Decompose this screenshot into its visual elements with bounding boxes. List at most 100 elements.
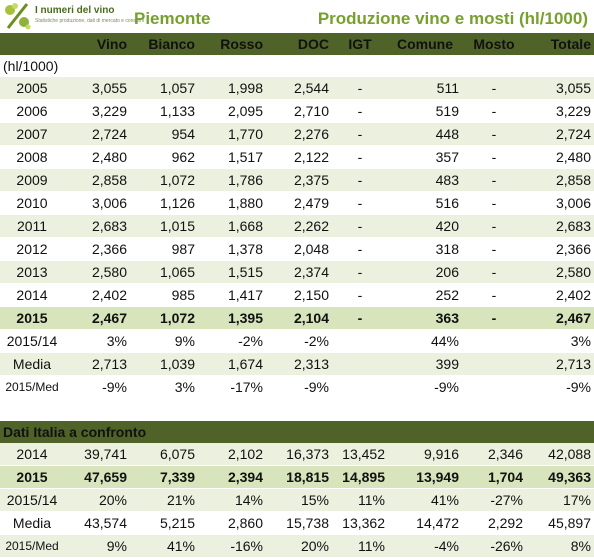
- row-year: 2015/Med: [0, 375, 64, 399]
- table-cell: -: [462, 168, 526, 192]
- table-cell: -17%: [198, 375, 266, 399]
- table-cell: -: [462, 145, 526, 169]
- table-cell: [332, 329, 388, 353]
- table-cell: -: [462, 283, 526, 307]
- table-cell: 2,580: [526, 260, 594, 284]
- table-cell: 13,362: [332, 511, 388, 535]
- table-cell: 1,126: [130, 191, 198, 215]
- table-cell: 11%: [332, 488, 388, 512]
- table-cell: -: [462, 122, 526, 146]
- table-cell: 962: [130, 145, 198, 169]
- table-cell: -: [462, 214, 526, 238]
- table-cell: 2,394: [198, 465, 266, 489]
- table-cell: 1,417: [198, 283, 266, 307]
- region-title: Piemonte: [134, 9, 211, 28]
- table-row: 2014 2,402 985 1,417 2,150-252-2,402: [0, 283, 594, 307]
- table-cell: 2,402: [64, 283, 130, 307]
- table-cell: 1,998: [198, 77, 266, 100]
- table-cell: 21%: [130, 488, 198, 512]
- table-cell: 44%: [388, 329, 462, 353]
- table-cell: [462, 352, 526, 376]
- row-year: 2014: [0, 283, 64, 307]
- table-cell: 3,055: [64, 77, 130, 100]
- table-cell: 15,738: [266, 511, 332, 535]
- table-row: Media 43,574 5,215 2,860 15,738 13,362 14,472 2…: [0, 511, 594, 535]
- table-cell: 5,215: [130, 511, 198, 535]
- table-cell: 2,276: [266, 122, 332, 146]
- table-cell: 2,122: [266, 145, 332, 169]
- column-header: Vino: [64, 33, 130, 55]
- row-year: 2015: [0, 465, 64, 489]
- table-cell: 2,402: [526, 283, 594, 307]
- table-cell: 1,704: [462, 465, 526, 489]
- table-cell: 2,858: [64, 168, 130, 192]
- table-cell: 2,724: [64, 122, 130, 146]
- table-row: 2008 2,480 962 1,517 2,122-357-2,480: [0, 145, 594, 169]
- logo-title: I numeri del vino: [35, 5, 115, 16]
- table-cell: 3,006: [64, 191, 130, 215]
- table-cell: 39,741: [64, 443, 130, 466]
- table-cell: [462, 375, 526, 399]
- table-cell: 448: [388, 122, 462, 146]
- row-year: 2012: [0, 237, 64, 261]
- table-cell: 1,057: [130, 77, 198, 100]
- table-cell: -4%: [388, 534, 462, 558]
- table-cell: -: [332, 306, 388, 330]
- table-cell: 1,039: [130, 352, 198, 376]
- table-row: 2015/14 3% 9% -2% -2% 44% 3%: [0, 329, 594, 353]
- table-cell: 20%: [266, 534, 332, 558]
- table-cell: 357: [388, 145, 462, 169]
- row-year: 2014: [0, 443, 64, 466]
- table-cell: [332, 375, 388, 399]
- table-cell: 2,048: [266, 237, 332, 261]
- table-cell: 420: [388, 214, 462, 238]
- table-cell: 7,339: [130, 465, 198, 489]
- table-row: 2015 47,659 7,339 2,394 18,815 14,895 13,949 1,…: [0, 465, 594, 489]
- table-cell: 43,574: [64, 511, 130, 535]
- table-cell: -: [332, 122, 388, 146]
- table-cell: -2%: [266, 329, 332, 353]
- table-cell: 2,580: [64, 260, 130, 284]
- table-cell: 49,363: [526, 465, 594, 489]
- table-cell: 363: [388, 306, 462, 330]
- row-year: Media: [0, 511, 64, 535]
- percent-grape-icon: [5, 3, 31, 30]
- table-cell: 3%: [130, 375, 198, 399]
- table-cell: 1,015: [130, 214, 198, 238]
- table-cell: 1,517: [198, 145, 266, 169]
- table-row: 2012 2,366 987 1,378 2,048-318-2,366: [0, 237, 594, 261]
- table-row: 2005 3,055 1,057 1,998 2,544-511-3,055: [0, 77, 594, 100]
- column-header-row: Vino Bianco Rosso DOC IGT Comune Mosto Totale: [0, 33, 594, 55]
- table-cell: 3,229: [526, 99, 594, 123]
- table-cell: 3,006: [526, 191, 594, 215]
- table-row: 2015/Med -9% 3% -17% -9% -9% -9%: [0, 375, 594, 399]
- table-cell: -: [332, 191, 388, 215]
- row-year: 2009: [0, 168, 64, 192]
- table-row: 2015/14 20% 21% 14% 15% 11% 41% -27% 17%: [0, 488, 594, 512]
- table-cell: 2,262: [266, 214, 332, 238]
- table-cell: 2,683: [526, 214, 594, 238]
- table-cell: 1,515: [198, 260, 266, 284]
- table-cell: -9%: [64, 375, 130, 399]
- table-cell: -9%: [388, 375, 462, 399]
- table-row: 2007 2,724 954 1,770 2,276-448-2,724: [0, 122, 594, 146]
- table-cell: 1,668: [198, 214, 266, 238]
- table-cell: -: [332, 145, 388, 169]
- table-cell: 2,713: [526, 352, 594, 376]
- table-cell: -: [332, 99, 388, 123]
- table-cell: 206: [388, 260, 462, 284]
- table-cell: 8%: [526, 534, 594, 558]
- table-cell: -: [332, 283, 388, 307]
- table-cell: 2,150: [266, 283, 332, 307]
- table-cell: 483: [388, 168, 462, 192]
- unit-label: (hl/1000): [0, 55, 594, 77]
- header-blank: [0, 33, 64, 55]
- table-cell: 6,075: [130, 443, 198, 466]
- table-cell: 16,373: [266, 443, 332, 466]
- table-cell: 1,133: [130, 99, 198, 123]
- production-table: Vino Bianco Rosso DOC IGT Comune Mosto Totale (h…: [0, 33, 594, 558]
- table-cell: 1,674: [198, 352, 266, 376]
- table-cell: -2%: [198, 329, 266, 353]
- table-cell: -: [462, 99, 526, 123]
- table-cell: 20%: [64, 488, 130, 512]
